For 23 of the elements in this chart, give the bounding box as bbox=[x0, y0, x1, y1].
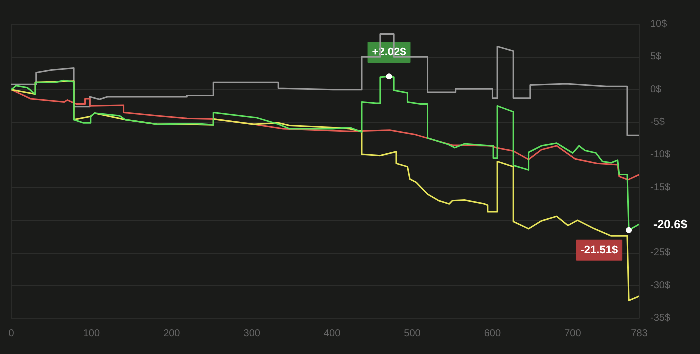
line-series bbox=[12, 89, 640, 181]
y-tick-label: -30$ bbox=[650, 280, 671, 292]
x-tick-label: 783 bbox=[631, 328, 648, 340]
y-tick-label: 0$ bbox=[650, 84, 662, 96]
y-tick-label: 5$ bbox=[650, 52, 662, 63]
y-tick-label: -10$ bbox=[650, 150, 671, 161]
y-tick-label: -35$ bbox=[650, 313, 671, 324]
x-tick-label: 200 bbox=[164, 328, 181, 340]
x-tick-label: 100 bbox=[83, 328, 100, 340]
x-tick-label: 300 bbox=[244, 328, 261, 340]
y-tick-label: -5$ bbox=[650, 117, 666, 128]
x-tick-label: 400 bbox=[324, 328, 342, 340]
y-tick-label: -15$ bbox=[650, 182, 671, 194]
annotation: +2.02$ bbox=[372, 46, 406, 59]
annotation: -21.51$ bbox=[580, 244, 618, 256]
y-tick-label: -25$ bbox=[650, 248, 671, 259]
annotation: -20.6$ bbox=[654, 217, 688, 232]
line-series bbox=[12, 34, 640, 136]
x-tick-label: 700 bbox=[564, 328, 582, 340]
y-tick-label: 10$ bbox=[650, 19, 668, 30]
x-tick-label: 0 bbox=[8, 328, 15, 340]
x-tick-label: 600 bbox=[484, 328, 502, 340]
x-tick-label: 500 bbox=[404, 328, 422, 340]
